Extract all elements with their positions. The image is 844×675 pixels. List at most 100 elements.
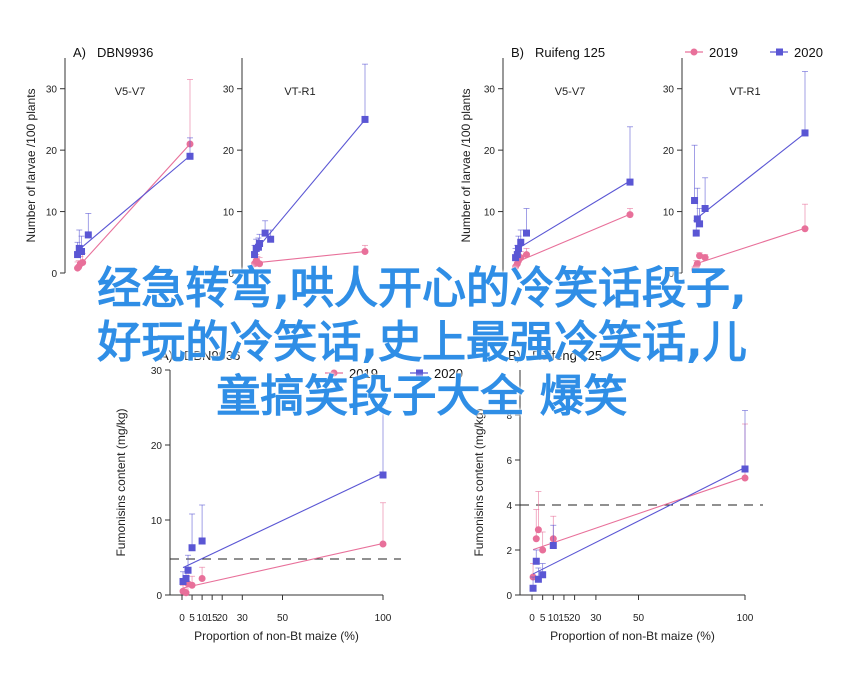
legend-marker-square (776, 48, 783, 56)
trend-line-2019 (77, 143, 191, 269)
legend-label: 2020 (794, 45, 823, 60)
x-tick-label: 30 (237, 613, 249, 624)
data-point-2020 (198, 537, 206, 545)
data-point-2019 (188, 581, 196, 589)
x-tick-label: 50 (277, 613, 289, 624)
data-point-2019 (801, 225, 809, 233)
y-tick-label: 30 (223, 85, 235, 96)
y-tick-label: 10 (484, 208, 496, 219)
data-point-2020 (267, 235, 275, 243)
data-point-2019 (696, 252, 704, 260)
x-tick-label: 5 (189, 613, 195, 624)
panel-title: Ruifeng 125 (532, 348, 602, 363)
data-point-2020 (534, 575, 542, 583)
y-tick-label: 0 (489, 269, 495, 280)
trend-line-2019 (694, 227, 806, 265)
data-point-2019 (701, 254, 709, 262)
x-tick-label: 20 (569, 613, 581, 624)
panel-title: Ruifeng 125 (535, 45, 605, 60)
y-tick-label: 20 (663, 146, 675, 157)
trend-line-2019 (532, 476, 746, 551)
y-tick-label: 30 (151, 366, 163, 377)
legend-label: 2019 (709, 45, 738, 60)
x-tick-label: 10 (197, 613, 209, 624)
y-tick-label: 6 (506, 456, 512, 467)
panel-label: B) (508, 348, 521, 363)
y-tick-label: 4 (506, 501, 512, 512)
trend-line-2020 (182, 472, 384, 569)
y-tick-label: 0 (228, 269, 234, 280)
data-point-2020 (261, 229, 269, 237)
data-point-2020 (693, 215, 701, 223)
data-point-2020 (741, 465, 749, 473)
data-point-2020 (696, 220, 704, 228)
data-point-2020 (692, 229, 700, 237)
legend-marker-square (416, 369, 423, 377)
x-tick-label: 100 (737, 613, 754, 624)
data-point-2020 (517, 238, 525, 246)
data-point-2020 (379, 471, 387, 479)
y-tick-label: 10 (223, 208, 235, 219)
data-point-2020 (801, 129, 809, 137)
data-point-2020 (361, 115, 369, 123)
data-point-2019 (256, 260, 264, 268)
data-point-2019 (741, 474, 749, 482)
x-tick-label: 100 (375, 613, 392, 624)
x-tick-label: 5 (540, 613, 546, 624)
trend-line-2020 (77, 155, 191, 252)
panel-title: DBN9936 (184, 348, 240, 363)
data-point-2020 (523, 229, 530, 237)
y-tick-label: 0 (506, 591, 512, 602)
data-point-2019 (539, 546, 547, 554)
y-tick-label: 0 (156, 591, 162, 602)
y-tick-label: 10 (46, 208, 58, 219)
data-point-2019 (693, 260, 701, 268)
y-tick-label: 20 (151, 441, 163, 452)
data-point-2020 (186, 152, 194, 160)
y-axis-label: Fumonisins content (mg/kg) (472, 408, 486, 556)
y-tick-label: 8 (506, 411, 512, 422)
data-point-2020 (256, 240, 264, 248)
y-tick-label: 20 (223, 146, 235, 157)
data-point-2020 (549, 542, 557, 549)
x-tick-label: 10 (548, 613, 560, 624)
legend-marker-circle (330, 369, 338, 377)
data-point-2019 (534, 526, 542, 534)
y-tick-label: 30 (663, 85, 675, 96)
data-point-2020 (184, 566, 192, 574)
data-point-2020 (626, 178, 634, 186)
data-point-2020 (84, 231, 92, 239)
data-point-2019 (532, 535, 540, 543)
legend-label: 2019 (349, 366, 378, 381)
data-point-2020 (188, 544, 196, 552)
data-point-2019 (361, 248, 369, 255)
data-point-2019 (182, 589, 190, 597)
data-point-2019 (79, 259, 87, 267)
trend-line-2020 (254, 119, 366, 253)
trend-line-2020 (694, 132, 806, 221)
y-tick-label: 0 (668, 269, 674, 280)
y-axis-label: Number of larvae /100 plants (459, 88, 473, 242)
data-point-2020 (513, 251, 521, 259)
data-point-2020 (182, 575, 190, 582)
data-point-2020 (532, 557, 540, 565)
x-tick-label: 0 (179, 613, 185, 624)
data-point-2020 (514, 244, 522, 252)
x-tick-label: 15 (207, 613, 219, 624)
x-tick-label: 15 (558, 613, 570, 624)
panel-subtitle: V5-V7 (115, 86, 146, 98)
data-point-2020 (539, 571, 547, 579)
data-point-2020 (74, 251, 82, 259)
y-tick-label: 10 (663, 208, 675, 219)
data-point-2019 (198, 575, 206, 582)
y-axis-label: Number of larvae /100 plants (24, 88, 38, 242)
x-tick-label: 20 (217, 613, 229, 624)
y-tick-label: 10 (151, 516, 163, 527)
data-point-2020 (251, 251, 259, 259)
y-tick-label: 20 (484, 146, 496, 157)
y-tick-label: 0 (51, 269, 57, 280)
x-tick-label: 30 (590, 613, 602, 624)
data-point-2020 (78, 248, 86, 255)
x-axis-label: Proportion of non-Bt maize (%) (550, 629, 715, 643)
